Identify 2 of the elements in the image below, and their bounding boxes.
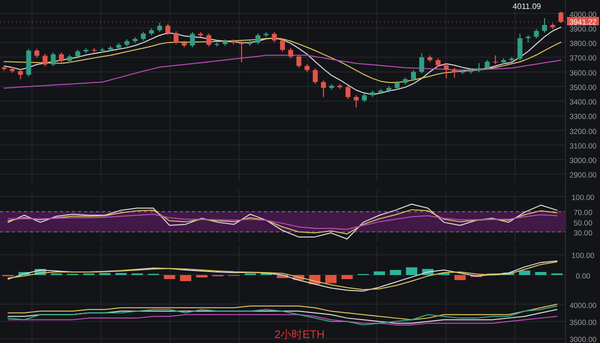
annotation: 4011.09 <box>512 2 542 11</box>
annotation: 2小时ETH <box>274 328 325 341</box>
